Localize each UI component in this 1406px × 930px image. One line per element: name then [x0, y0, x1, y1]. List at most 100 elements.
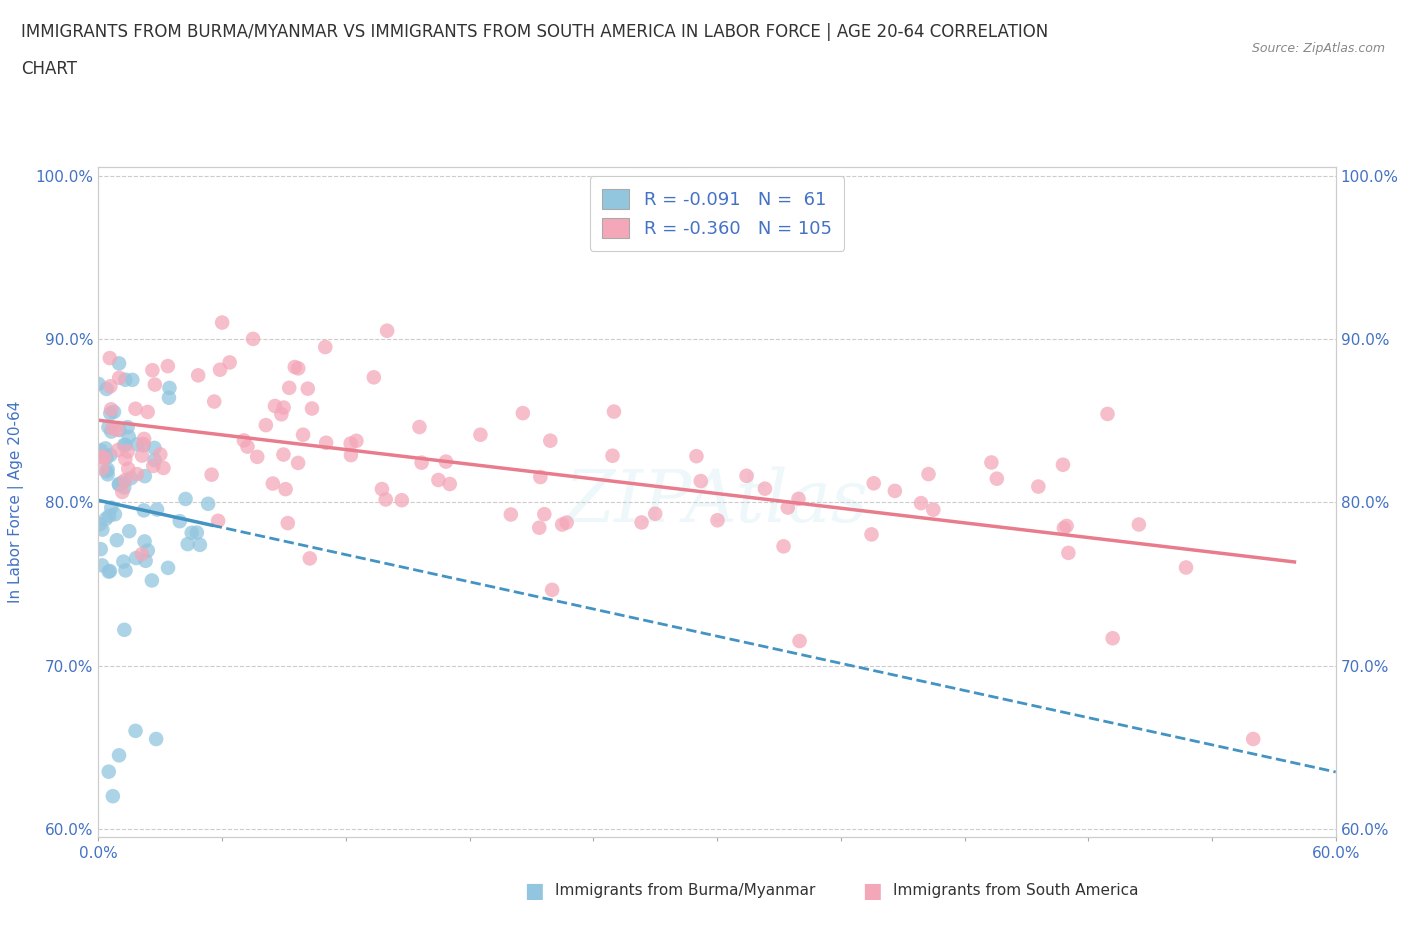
Text: Source: ZipAtlas.com: Source: ZipAtlas.com — [1251, 42, 1385, 55]
Point — [1128, 517, 1150, 532]
Point — [98, 351, 121, 365]
Point — [180, 525, 202, 540]
Point — [114, 372, 136, 387]
Point — [434, 454, 457, 469]
Point — [284, 360, 307, 375]
Point — [209, 363, 232, 378]
Point — [340, 447, 363, 462]
Text: CHART: CHART — [21, 60, 77, 78]
Point — [135, 553, 157, 568]
Point — [541, 582, 564, 597]
Point — [242, 331, 264, 346]
Text: IMMIGRANTS FROM BURMA/MYANMAR VS IMMIGRANTS FROM SOUTH AMERICA IN LABOR FORCE | : IMMIGRANTS FROM BURMA/MYANMAR VS IMMIGRA… — [21, 23, 1049, 41]
Point — [917, 467, 939, 482]
Point — [411, 455, 433, 470]
Point — [98, 447, 121, 462]
Point — [131, 547, 153, 562]
Point — [273, 400, 295, 415]
Point — [114, 563, 136, 578]
Point — [132, 436, 155, 451]
Point — [538, 433, 561, 448]
Point — [141, 573, 163, 588]
Point — [131, 448, 153, 463]
Text: Immigrants from Burma/Myanmar: Immigrants from Burma/Myanmar — [555, 884, 815, 898]
Point — [152, 460, 174, 475]
Point — [93, 450, 115, 465]
Point — [108, 748, 131, 763]
Point — [375, 324, 398, 339]
Point — [89, 517, 111, 532]
Point — [603, 405, 626, 419]
Point — [202, 394, 225, 409]
Point — [112, 554, 135, 569]
Point — [105, 533, 128, 548]
Point — [127, 437, 149, 452]
Point — [90, 443, 112, 458]
Point — [274, 482, 297, 497]
Point — [1101, 631, 1123, 645]
Point — [262, 476, 284, 491]
Point — [124, 724, 146, 738]
Point — [134, 469, 156, 484]
Point — [644, 506, 666, 521]
Point — [90, 542, 112, 557]
Point — [96, 464, 118, 479]
Point — [922, 502, 945, 517]
Point — [292, 427, 315, 442]
Point — [111, 485, 134, 499]
Point — [980, 455, 1002, 470]
Point — [1028, 479, 1050, 494]
Point — [211, 315, 233, 330]
Point — [98, 405, 121, 420]
Text: ■: ■ — [524, 881, 544, 901]
Point — [117, 444, 139, 458]
Point — [98, 509, 121, 524]
Point — [174, 492, 197, 507]
Point — [94, 512, 117, 526]
Point — [232, 433, 254, 448]
Point — [1241, 732, 1264, 747]
Point — [301, 401, 323, 416]
Point — [789, 633, 811, 648]
Point — [91, 461, 114, 476]
Point — [706, 512, 728, 527]
Point — [100, 500, 122, 515]
Point — [685, 449, 707, 464]
Point — [146, 502, 169, 517]
Y-axis label: In Labor Force | Age 20-64: In Labor Force | Age 20-64 — [8, 401, 24, 604]
Point — [156, 359, 179, 374]
Point — [910, 496, 932, 511]
Point — [427, 472, 450, 487]
Point — [124, 402, 146, 417]
Point — [344, 433, 367, 448]
Point — [1175, 560, 1198, 575]
Point — [125, 551, 148, 565]
Point — [107, 443, 129, 458]
Point — [96, 450, 118, 465]
Point — [97, 764, 120, 779]
Point — [176, 537, 198, 551]
Point — [287, 361, 309, 376]
Point — [96, 381, 118, 396]
Point — [860, 527, 883, 542]
Point — [134, 534, 156, 549]
Point — [883, 484, 905, 498]
Point — [201, 467, 224, 482]
Point — [114, 438, 136, 453]
Point — [141, 363, 163, 378]
Point — [529, 520, 551, 535]
Point — [273, 447, 295, 462]
Point — [159, 380, 181, 395]
Point — [108, 356, 131, 371]
Point — [207, 513, 229, 528]
Point — [97, 467, 120, 482]
Point — [1053, 521, 1076, 536]
Point — [101, 789, 124, 804]
Point — [689, 473, 711, 488]
Point — [97, 462, 120, 477]
Point — [287, 456, 309, 471]
Point — [98, 564, 121, 578]
Legend: R = -0.091   N =  61, R = -0.360   N = 105: R = -0.091 N = 61, R = -0.360 N = 105 — [589, 177, 845, 250]
Point — [134, 432, 156, 446]
Point — [602, 448, 624, 463]
